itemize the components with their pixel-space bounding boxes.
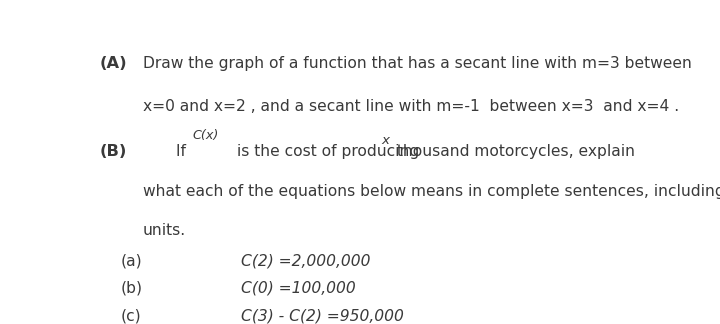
Text: x: x	[382, 134, 390, 147]
Text: C(x): C(x)	[192, 129, 218, 142]
Text: (c): (c)	[121, 308, 141, 323]
Text: If: If	[176, 144, 192, 159]
Text: x=0 and x=2 , and a secant line with m=-1  between x=3  and x=4 .: x=0 and x=2 , and a secant line with m=-…	[143, 99, 679, 114]
Text: units.: units.	[143, 224, 186, 238]
Text: (b): (b)	[121, 281, 143, 296]
Text: Draw the graph of a function that has a secant line with m=3 between: Draw the graph of a function that has a …	[143, 56, 692, 71]
Text: (a): (a)	[121, 253, 143, 268]
Text: what each of the equations below means in complete sentences, including: what each of the equations below means i…	[143, 184, 720, 199]
Text: C(3) - C(2) =950,000: C(3) - C(2) =950,000	[240, 308, 403, 323]
Text: C(2) =2,000,000: C(2) =2,000,000	[240, 253, 370, 268]
Text: C(0) =100,000: C(0) =100,000	[240, 281, 356, 296]
Text: thousand motorcycles, explain: thousand motorcycles, explain	[392, 144, 635, 159]
Text: is the cost of producing: is the cost of producing	[233, 144, 424, 159]
Text: (A): (A)	[100, 56, 127, 71]
Text: (B): (B)	[100, 144, 127, 159]
